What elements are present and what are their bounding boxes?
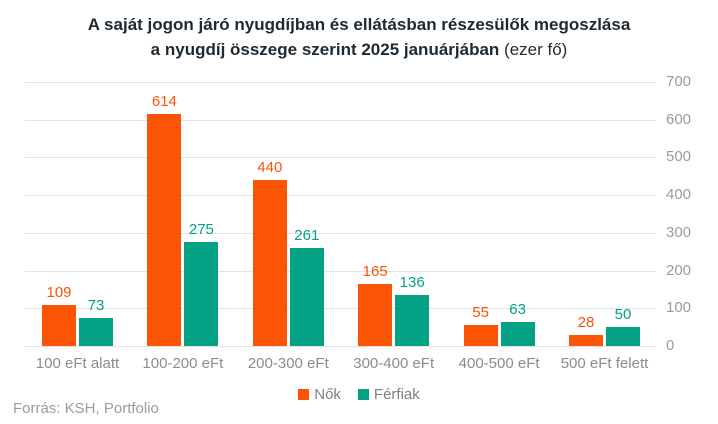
chart-title-line2-bold: a nyugdíj összege szerint 2025 januárjáb… [150, 40, 500, 59]
y-axis-tick-label: 700 [666, 73, 692, 90]
bar-value-label: 261 [294, 226, 320, 244]
y-axis-tick-label: 400 [666, 186, 692, 204]
gridline-400 [25, 195, 656, 197]
legend-label: Nők [314, 386, 341, 403]
source-note: Forrás: KSH, Portfolio [13, 400, 159, 417]
chart-title: A saját jogon járó nyugdíjban és ellátás… [0, 12, 718, 62]
x-axis-category-label: 100-200 eFt [142, 355, 224, 372]
bar-value-label: 165 [362, 262, 388, 280]
bar-Nők-300-400 eFt [358, 283, 393, 346]
y-axis-tick-label: 500 [666, 148, 692, 166]
bar-value-label: 440 [257, 159, 283, 177]
bar-Férfiak-200-300 eFt [289, 247, 324, 346]
bar-Férfiak-300-400 eFt [395, 294, 430, 346]
bar-Nők-100 eFt alatt [42, 304, 76, 346]
bar-Férfiak-100-200 eFt [184, 242, 219, 346]
chart-title-line1: A saját jogon járó nyugdíjban és ellátás… [87, 15, 631, 34]
bar-Férfiak-500 eFt felett [606, 327, 640, 346]
bar-Férfiak-100 eFt alatt [79, 318, 113, 346]
y-axis-tick-label: 600 [666, 110, 692, 128]
bar-value-label: 50 [614, 306, 632, 324]
bar-value-label: 614 [151, 93, 177, 111]
y-axis-tick-label: 0 [666, 337, 675, 354]
legend-swatch-icon [357, 389, 369, 400]
bar-value-label: 136 [399, 273, 425, 291]
legend-item-Nők: Nők [298, 386, 341, 403]
bar-Nők-200-300 eFt [252, 180, 287, 346]
x-axis-category-label: 300-400 eFt [353, 355, 435, 372]
chart-title-line2: a nyugdíj összege szerint 2025 januárjáb… [0, 37, 718, 62]
x-axis-category-label: 200-300 eFt [247, 355, 329, 372]
y-axis-tick-label: 200 [666, 261, 692, 279]
chart-title-unit: (ezer fő) [504, 40, 568, 59]
bar-value-label: 28 [577, 314, 595, 332]
gridline-200 [25, 270, 656, 272]
legend-label: Férfiak [373, 386, 420, 403]
gridline-700 [25, 82, 656, 83]
y-axis-tick-label: 300 [666, 223, 692, 241]
x-axis-category-label: 500 eFt felett [560, 355, 649, 372]
gridline-600 [25, 119, 656, 121]
bar-value-label: 109 [46, 283, 72, 301]
legend-swatch-icon [298, 389, 310, 400]
bar-Férfiak-400-500 eFt [500, 322, 535, 346]
gridline-500 [25, 157, 656, 159]
bar-value-label: 73 [87, 297, 105, 315]
bar-value-label: 275 [188, 221, 214, 239]
bar-value-label: 63 [509, 301, 526, 319]
bar-Nők-500 eFt felett [569, 335, 603, 346]
bar-Nők-400-500 eFt [463, 325, 498, 346]
bar-Nők-100-200 eFt [147, 114, 182, 346]
gridline-0 [25, 346, 656, 347]
x-axis-category-label: 400-500 eFt [458, 355, 540, 372]
gridline-300 [25, 232, 656, 234]
bar-value-label: 55 [472, 304, 489, 322]
y-axis-tick-label: 100 [666, 299, 692, 317]
legend: Nők Férfiak [0, 386, 718, 403]
x-axis-category-label: 100 eFt alatt [35, 355, 120, 372]
gridline-100 [25, 308, 656, 310]
legend-item-Férfiak: Férfiak [357, 386, 420, 403]
